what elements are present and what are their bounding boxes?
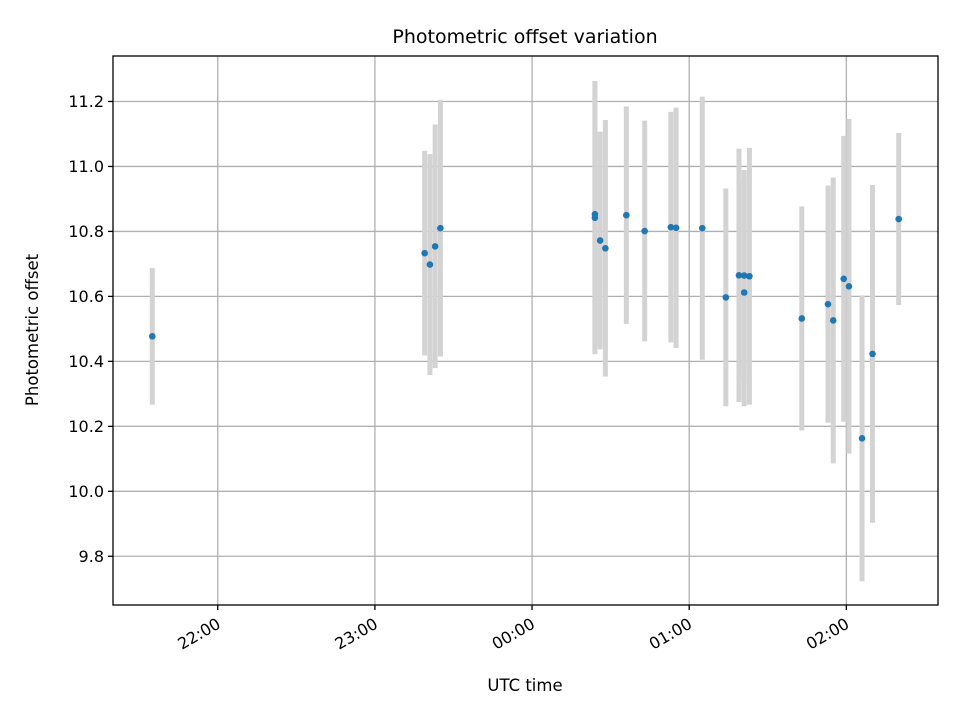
y-tick-label: 10.0 (68, 482, 104, 501)
y-tick-label: 10.8 (68, 222, 104, 241)
data-point (623, 211, 630, 219)
data-point (596, 237, 604, 244)
data-point (602, 245, 609, 252)
data-point (698, 224, 706, 232)
chart-title: Photometric offset variation (392, 26, 657, 48)
data-point (869, 350, 876, 358)
y-axis-ticks: 9.8 10.0 10.2 10.4 10.6 10.8 11.0 11.2 (68, 92, 113, 566)
data-point (431, 243, 439, 250)
y-tick-label: 10.2 (68, 417, 104, 436)
data-point (829, 317, 837, 324)
data-point (672, 224, 680, 232)
data-point (421, 249, 428, 257)
data-point (722, 294, 730, 301)
y-tick-label: 11.0 (68, 157, 104, 176)
data-point (740, 289, 748, 296)
y-axis-label: Photometric offset (23, 253, 42, 406)
data-point (437, 224, 444, 232)
data-point (426, 261, 434, 268)
data-point (740, 272, 748, 279)
y-tick-label: 9.8 (79, 547, 104, 566)
y-tick-label: 10.6 (68, 287, 104, 306)
y-tick-label: 10.4 (68, 352, 104, 371)
plot-frame (112, 55, 939, 606)
data-point (746, 272, 753, 280)
data-point (858, 435, 866, 442)
data-point (895, 215, 903, 223)
data-point (148, 333, 156, 340)
data-point (735, 271, 743, 279)
data-point (641, 227, 648, 235)
data-point (798, 315, 806, 322)
y-tick-label: 11.2 (68, 92, 104, 111)
data-points (148, 210, 903, 442)
data-point (840, 275, 848, 283)
data-point (591, 214, 599, 222)
data-point (824, 300, 832, 308)
data-point (845, 283, 853, 290)
data-point (667, 223, 675, 231)
x-axis-label: UTC time (487, 676, 562, 695)
